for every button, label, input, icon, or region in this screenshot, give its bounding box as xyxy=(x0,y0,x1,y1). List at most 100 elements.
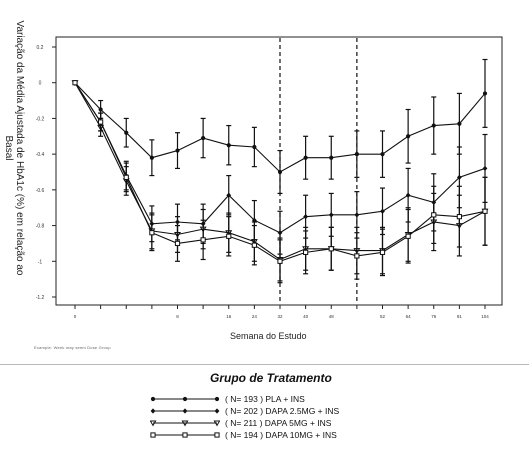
data-point xyxy=(328,212,334,218)
legend-item: ( N= 193 ) PLA + INS xyxy=(150,393,339,405)
data-point xyxy=(72,80,78,86)
data-point xyxy=(214,408,220,414)
data-point xyxy=(124,130,129,135)
legend: ( N= 193 ) PLA + INS ( N= 202 ) DAPA 2.5M… xyxy=(150,393,339,441)
legend-item: ( N= 194 ) DAPA 10MG + INS xyxy=(150,429,339,441)
data-point xyxy=(379,249,386,255)
y-tick-label: -0.8 xyxy=(36,224,45,230)
data-point xyxy=(405,233,411,239)
data-point xyxy=(380,152,385,157)
data-point xyxy=(181,420,189,427)
series-1 xyxy=(72,58,488,195)
data-point xyxy=(303,249,309,255)
x-tick-label: 48 xyxy=(329,314,335,319)
y-axis: 0.2 0 -0.2 -0.4 -0.6 -0.8 -1 -1.2 xyxy=(36,45,56,301)
x-tick-label: 104 xyxy=(481,314,489,319)
data-point xyxy=(354,212,360,218)
data-point xyxy=(303,155,308,160)
data-point xyxy=(150,396,156,402)
x-tick-label: 76 xyxy=(431,314,437,319)
data-point xyxy=(149,155,154,160)
x-tick-label: 8 xyxy=(176,314,179,319)
data-point xyxy=(123,174,129,180)
data-point xyxy=(482,165,488,172)
data-point xyxy=(456,214,462,220)
legend-item: ( N= 202 ) DAPA 2.5MG + INS xyxy=(150,405,339,417)
chart: 0.2 0 -0.2 -0.4 -0.6 -0.8 -1 -1.2 0 8 16 24 32 40 48 5… xyxy=(36,36,503,319)
data-point xyxy=(150,432,156,438)
data-point xyxy=(182,396,188,402)
x-tick-label: 91 xyxy=(457,314,463,319)
data-point xyxy=(182,408,188,414)
data-point xyxy=(201,135,206,141)
data-point xyxy=(354,253,360,259)
y-tick-label: -0.6 xyxy=(36,188,45,194)
data-point xyxy=(303,214,309,220)
series-4 xyxy=(72,80,488,284)
data-point xyxy=(226,192,232,198)
data-point xyxy=(98,119,104,125)
y-tick-label: -1 xyxy=(38,259,43,265)
data-point xyxy=(252,144,257,150)
y-tick-label: -0.4 xyxy=(36,152,45,158)
legend-item: ( N= 211 ) DAPA 5MG + INS xyxy=(150,417,339,429)
y-tick-label: 0 xyxy=(39,81,42,87)
y-tick-label: 0.2 xyxy=(37,45,44,51)
x-tick-label: 24 xyxy=(252,314,258,319)
footnote: Example: Week may seem Dose Group xyxy=(34,345,111,350)
y-tick-label: -0.2 xyxy=(36,116,45,122)
data-point xyxy=(214,396,220,402)
data-point xyxy=(328,246,334,252)
legend-label: ( N= 194 ) DAPA 10MG + INS xyxy=(225,430,337,440)
legend-label: ( N= 193 ) PLA + INS xyxy=(225,394,305,404)
legend-label: ( N= 211 ) DAPA 5MG + INS xyxy=(225,418,332,428)
data-point xyxy=(226,143,231,148)
legend-swatch xyxy=(150,408,220,414)
data-point xyxy=(174,240,181,247)
data-point xyxy=(456,174,462,180)
x-tick-label: 40 xyxy=(303,314,309,319)
data-point xyxy=(482,208,488,214)
data-point xyxy=(277,258,283,264)
data-point xyxy=(431,212,437,218)
data-point xyxy=(150,408,156,414)
x-axis: 0 8 16 24 32 40 48 52 64 76 91 104 xyxy=(74,305,489,319)
x-tick-label: 52 xyxy=(380,314,386,319)
x-tick-label: 64 xyxy=(406,314,412,319)
data-point xyxy=(406,134,411,139)
legend-label: ( N= 202 ) DAPA 2.5MG + INS xyxy=(225,406,340,416)
divider xyxy=(0,364,529,365)
data-point xyxy=(354,152,359,157)
series-group xyxy=(71,58,489,284)
x-tick-label: 0 xyxy=(74,314,77,319)
data-point xyxy=(405,192,411,198)
reference-lines xyxy=(279,38,358,304)
data-point xyxy=(380,208,385,214)
data-point xyxy=(431,123,436,128)
data-point xyxy=(482,91,488,96)
data-point xyxy=(277,230,283,236)
legend-title: Grupo de Tratamento xyxy=(210,371,332,385)
legend-swatch xyxy=(150,432,220,438)
data-point xyxy=(214,432,220,438)
plot-frame xyxy=(55,36,503,306)
x-tick-label: 16 xyxy=(226,314,232,319)
legend-swatch xyxy=(150,396,220,402)
data-point xyxy=(150,420,157,427)
data-point xyxy=(149,230,155,236)
data-point xyxy=(251,242,257,248)
y-tick-label: -1.2 xyxy=(36,295,45,301)
data-point xyxy=(213,420,220,427)
x-tick-label: 32 xyxy=(277,314,283,319)
data-point xyxy=(329,155,334,160)
data-point xyxy=(182,432,188,438)
legend-swatch xyxy=(150,420,220,427)
data-point xyxy=(457,121,462,126)
data-point xyxy=(98,107,103,112)
data-point xyxy=(277,169,283,175)
data-point xyxy=(200,237,206,243)
data-point xyxy=(226,233,232,239)
data-point xyxy=(175,148,180,153)
x-axis-label: Semana do Estudo xyxy=(230,331,307,341)
y-axis-label: Variação da Média Ajustada de HbA1c (%) … xyxy=(3,20,25,276)
